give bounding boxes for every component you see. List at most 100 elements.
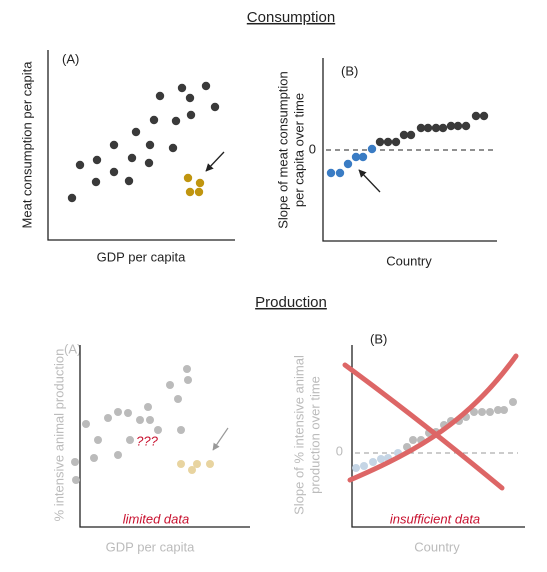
dot: [352, 464, 360, 472]
dot: [91, 177, 101, 187]
dot: [453, 121, 463, 131]
dot: [194, 187, 204, 197]
y-axis-label: Meat consumption per capita: [19, 61, 34, 229]
dot: [438, 123, 448, 133]
dot: [431, 123, 441, 133]
dot: [144, 403, 152, 411]
arrow: [212, 427, 229, 451]
x-axis-label: GDP per capita: [97, 249, 186, 264]
dot: [391, 137, 401, 147]
dot: [486, 408, 494, 416]
y-axis-label: Slope of meat consumption: [275, 71, 290, 229]
arrow: [358, 169, 381, 193]
dot: [201, 81, 211, 91]
dot: [145, 140, 155, 150]
dot: [360, 462, 368, 470]
dot: [183, 173, 193, 183]
dot: [326, 168, 336, 178]
section-title: Production: [255, 294, 327, 311]
dot: [479, 111, 489, 121]
dot: [114, 408, 122, 416]
y-axis-label: production over time: [307, 376, 322, 494]
dot: [470, 408, 478, 416]
dot: [177, 83, 187, 93]
dot: [92, 155, 102, 165]
dot: [75, 160, 85, 170]
dot: [177, 426, 185, 434]
dot: [351, 152, 361, 162]
dot: [67, 193, 77, 203]
axes: [322, 58, 497, 242]
dot: [177, 460, 185, 468]
dot: [416, 123, 426, 133]
dot: [184, 376, 192, 384]
dot: [195, 178, 205, 188]
x-axis-label: Country: [386, 253, 432, 268]
dot: [109, 140, 119, 150]
dot: [369, 458, 377, 466]
dot: [383, 137, 393, 147]
dot: [144, 158, 154, 168]
dot: [423, 123, 433, 133]
panel-label: (B): [370, 331, 387, 346]
dot: [446, 121, 456, 131]
dot: [406, 130, 416, 140]
dot: [478, 408, 486, 416]
dot: [409, 436, 417, 444]
dot: [166, 381, 174, 389]
note: insufficient data: [390, 511, 480, 526]
dot: [136, 416, 144, 424]
trend-curve: [347, 353, 519, 483]
dot: [188, 466, 196, 474]
zero-tick-label: 0: [309, 141, 316, 156]
panel-label: (A): [62, 51, 79, 66]
panel-label: (B): [341, 63, 358, 78]
dot: [127, 153, 137, 163]
axes: [79, 345, 250, 528]
dot: [90, 454, 98, 462]
dot: [500, 406, 508, 414]
dot: [82, 420, 90, 428]
dot: [343, 159, 353, 169]
dot: [358, 152, 368, 162]
x-axis-label: GDP per capita: [106, 539, 195, 554]
y-axis-label: % intensive animal production: [51, 349, 66, 522]
dot: [72, 476, 80, 484]
dot: [124, 176, 134, 186]
axes: [47, 50, 235, 241]
dot: [509, 398, 517, 406]
dot: [154, 426, 162, 434]
note: limited data: [123, 511, 189, 526]
dot: [399, 130, 409, 140]
dot: [185, 187, 195, 197]
dot: [377, 455, 385, 463]
axes: [351, 345, 525, 528]
dot: [124, 409, 132, 417]
dot: [94, 436, 102, 444]
dot: [210, 102, 220, 112]
dot: [109, 167, 119, 177]
dot: [186, 110, 196, 120]
x-axis-label: Country: [414, 539, 460, 554]
zero-tick-label: 0: [336, 443, 343, 458]
overlay-text: ???: [136, 433, 158, 448]
dot: [104, 414, 112, 422]
dot: [193, 460, 201, 468]
y-axis-label: Slope of % intensive animal: [291, 355, 306, 515]
dot: [71, 458, 79, 466]
dot: [494, 406, 502, 414]
dot: [146, 416, 154, 424]
dot: [367, 144, 377, 154]
dot: [183, 365, 191, 373]
section-title: Consumption: [247, 9, 335, 26]
y-axis-label: per capita over time: [291, 93, 306, 207]
dot: [131, 127, 141, 137]
panel-label: (A): [64, 341, 81, 356]
dot: [185, 93, 195, 103]
dot: [155, 91, 165, 101]
dot: [171, 116, 181, 126]
dot: [114, 451, 122, 459]
arrow: [205, 151, 225, 172]
dot: [375, 137, 385, 147]
dot: [149, 115, 159, 125]
